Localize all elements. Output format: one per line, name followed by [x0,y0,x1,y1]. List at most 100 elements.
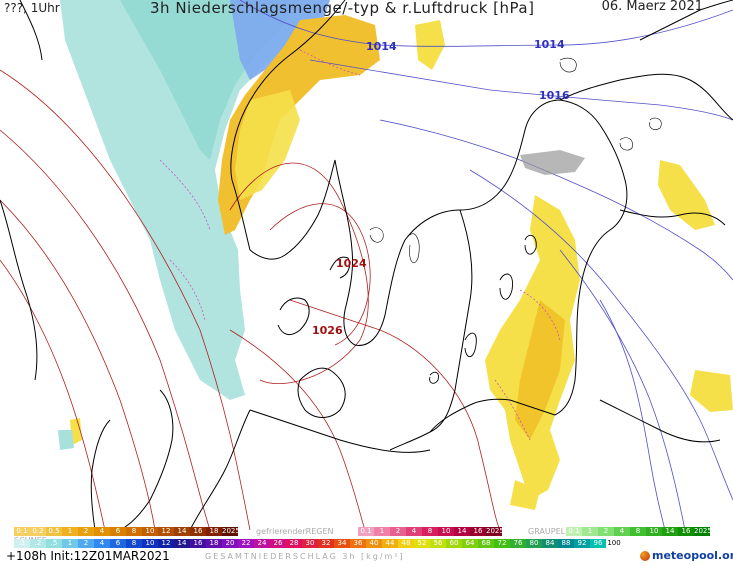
legend-swatch: 26 [270,539,286,548]
rain-north [415,20,445,70]
legend-swatch: 30 [302,539,318,548]
legend-swatch: 92 [574,539,590,548]
legend-swatch: 1 [62,527,78,536]
legend-swatch: 4 [94,539,110,548]
rain-far-east [690,370,733,412]
legend-swatch: .2 [30,539,46,548]
legend-swatch: 1 [374,527,390,536]
legend-swatch: 20 [222,539,238,548]
rain-small [510,480,540,510]
legend-swatch: 34 [334,539,350,548]
meteopool-logo-icon [640,551,650,561]
legend-swatch: 60 [446,539,462,548]
islands [429,234,537,384]
isobar-label-1016: 1016 [539,89,570,102]
legend-snow: .1 .2 .5 1 2 4 6 8 10 12 14 16 18 20 22 … [14,539,622,548]
legend-swatch: 10 [438,527,454,536]
rain-norway-core [235,90,300,200]
meteopool-logo[interactable]: meteopool.org [640,549,733,562]
legend-swatch: 24 [254,539,270,548]
legend-swatch: 1 [582,527,598,536]
legend-swatch: 28 [286,539,302,548]
legend-swatch: 12 [158,527,174,536]
forecast-info: +108h Init:12Z01MAR2021 [6,549,170,563]
legend-swatch: 16 [190,527,206,536]
rain-east [658,160,715,230]
legend-swatch: 6 [110,539,126,548]
legend-swatch: 16 [678,527,694,536]
legend-swatch: 0.1 [358,527,374,536]
legend-swatch: 4 [614,527,630,536]
legend-graupel-label: GRAUPEL [528,527,566,536]
legend-swatch: 2 [598,527,614,536]
legend-swatch: 100 [606,539,622,548]
legend-swatch: 10 [142,539,158,548]
isobars-low [239,0,733,531]
legend-swatch: 14 [662,527,678,536]
isobars-high [0,69,501,531]
map-date: 06. Maerz 2021 [601,0,703,14]
legend-swatch: 8 [630,527,646,536]
legend-swatch: 0.5 [46,527,62,536]
legend-swatch: 88 [558,539,574,548]
legend-freezing-label: gefrierenderREGEN [256,527,334,536]
legend-swatch: 56 [430,539,446,548]
legend-swatch: 2025+ [222,527,238,536]
legend-swatch: 18 [206,527,222,536]
legend-swatch: 0.1 [14,527,30,536]
legend-swatch: 14 [174,539,190,548]
legend-swatch: 72 [494,539,510,548]
lakes [369,57,662,264]
snow-uk [58,430,74,450]
legend-swatch: 4 [94,527,110,536]
legend-swatch: 2 [78,527,94,536]
isobar-label-1014-b: 1014 [534,38,565,51]
legend-swatch: 10 [142,527,158,536]
legend-swatch: 6 [110,527,126,536]
legend-swatch: 76 [510,539,526,548]
rain-baltic-core [515,300,565,440]
legend-swatch: 36 [350,539,366,548]
legend-swatch: 8 [126,527,142,536]
legend-swatch: 16 [470,527,486,536]
coastlines [0,0,733,531]
legend-swatch: 2 [390,527,406,536]
legend-swatch: 96 [590,539,606,548]
legend-swatch: 14 [174,527,190,536]
legend-swatch: 40 [366,539,382,548]
legend-swatch: 4 [406,527,422,536]
header-left: ???, 1Uhr [4,1,60,15]
isobar-label-1014-a: 1014 [366,40,397,53]
legend-swatch: 80 [526,539,542,548]
isobar-label-1026: 1026 [312,324,343,337]
legend-swatch: 32 [318,539,334,548]
legend-rain: 0.1 0.2 0.5 1 2 4 6 8 10 12 14 16 18 202… [14,527,238,536]
legend-swatch: 14 [454,527,470,536]
logo-text: meteopool.org [652,549,733,562]
legend-swatch: 84 [542,539,558,548]
legend-total-label: GESAMTNIEDERSCHLAG 3h [kg/m²] [205,552,405,561]
legend-swatch: 12 [158,539,174,548]
legend-swatch: .5 [46,539,62,548]
rain-uk [70,418,82,445]
legend-swatch: 2025+ [694,527,710,536]
legend-swatch: .1 [14,539,30,548]
map-title: 3h Niederschlagsmenge/-typ & r.Luftdruck… [150,0,535,17]
legend-swatch: 64 [462,539,478,548]
legend-freezing: 0.1 1 2 4 8 10 14 16 2025+ [358,527,502,536]
legend-graupel: 0.1 1 2 4 8 10 14 16 2025+ [566,527,710,536]
legend-swatch: 1 [62,539,78,548]
legend-swatch: 18 [206,539,222,548]
legend-swatch: 8 [126,539,142,548]
grey-clutter [520,150,585,175]
legend-swatch: 52 [414,539,430,548]
legend-swatch: 68 [478,539,494,548]
legend-swatch: 44 [382,539,398,548]
legend-swatch: 48 [398,539,414,548]
legend-swatch: 22 [238,539,254,548]
isobar-label-1024: 1024 [336,257,367,270]
legend-swatch: 0.2 [30,527,46,536]
legend-swatch: 10 [646,527,662,536]
